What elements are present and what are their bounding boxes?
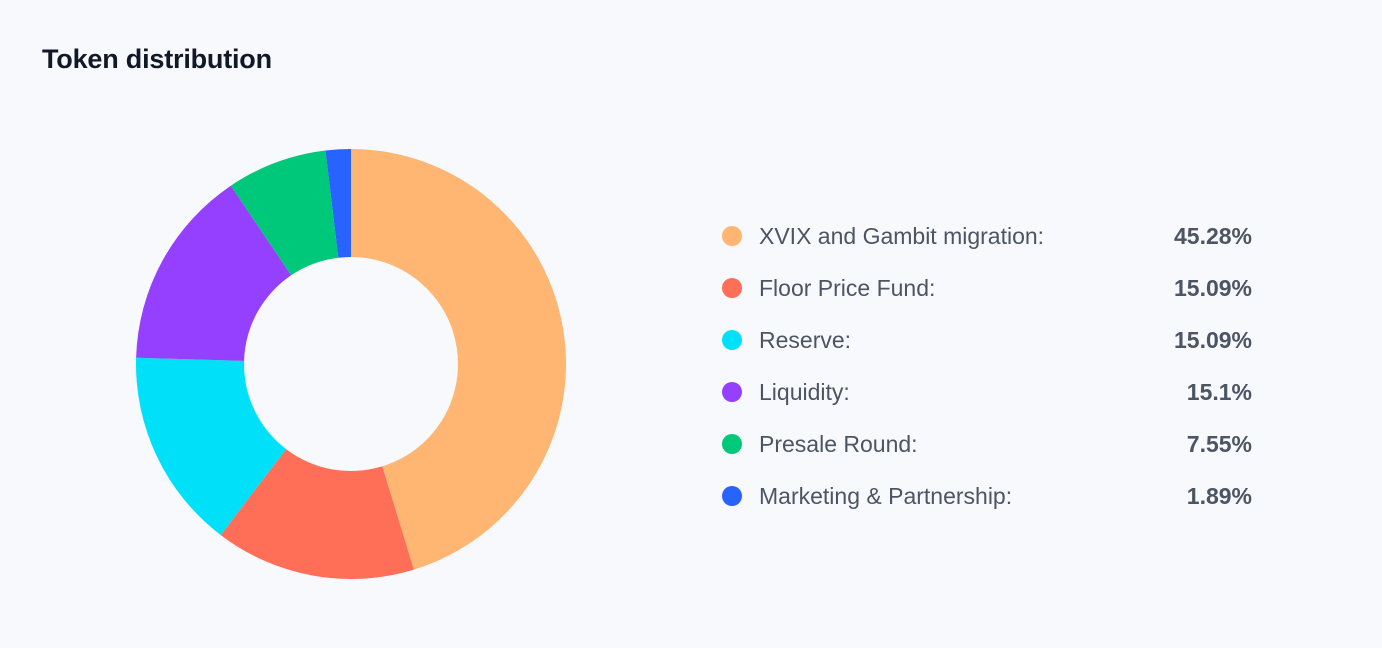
legend-swatch (722, 278, 742, 298)
legend-swatch (722, 434, 742, 454)
legend-item[interactable]: XVIX and Gambit migration: 45.28% (722, 210, 1252, 262)
legend-item[interactable]: Marketing & Partnership: 1.89% (722, 470, 1252, 522)
donut-slice[interactable] (220, 449, 414, 579)
donut-slice[interactable] (136, 185, 292, 361)
legend-swatch (722, 382, 742, 402)
legend-value: 15.09% (1173, 274, 1252, 301)
legend-value: 15.1% (1186, 378, 1252, 405)
legend-swatch (722, 486, 742, 506)
legend-value: 45.28% (1173, 222, 1252, 249)
legend-value: 1.89% (1186, 482, 1252, 509)
legend-item[interactable]: Liquidity: 15.1% (722, 366, 1252, 418)
legend-label: Reserve: (759, 326, 852, 353)
legend-value: 7.55% (1186, 430, 1252, 457)
legend-item[interactable]: Floor Price Fund: 15.09% (722, 262, 1252, 314)
legend-swatch (722, 330, 742, 350)
donut-slice[interactable] (136, 357, 287, 535)
chart-legend: XVIX and Gambit migration: 45.28% Floor … (722, 210, 1252, 522)
legend-swatch (722, 226, 742, 246)
donut-slice[interactable] (230, 150, 339, 276)
legend-label: Marketing & Partnership: (759, 482, 1013, 509)
legend-label: Liquidity: (759, 378, 850, 405)
donut-slice[interactable] (325, 149, 351, 258)
legend-label: Presale Round: (759, 430, 918, 457)
legend-value: 15.09% (1173, 326, 1252, 353)
donut-chart (136, 149, 566, 579)
legend-item[interactable]: Reserve: 15.09% (722, 314, 1252, 366)
donut-slice[interactable] (351, 149, 566, 570)
legend-item[interactable]: Presale Round: 7.55% (722, 418, 1252, 470)
legend-label: XVIX and Gambit migration: (759, 222, 1045, 249)
legend-label: Floor Price Fund: (759, 274, 936, 301)
chart-title: Token distribution (42, 44, 272, 74)
